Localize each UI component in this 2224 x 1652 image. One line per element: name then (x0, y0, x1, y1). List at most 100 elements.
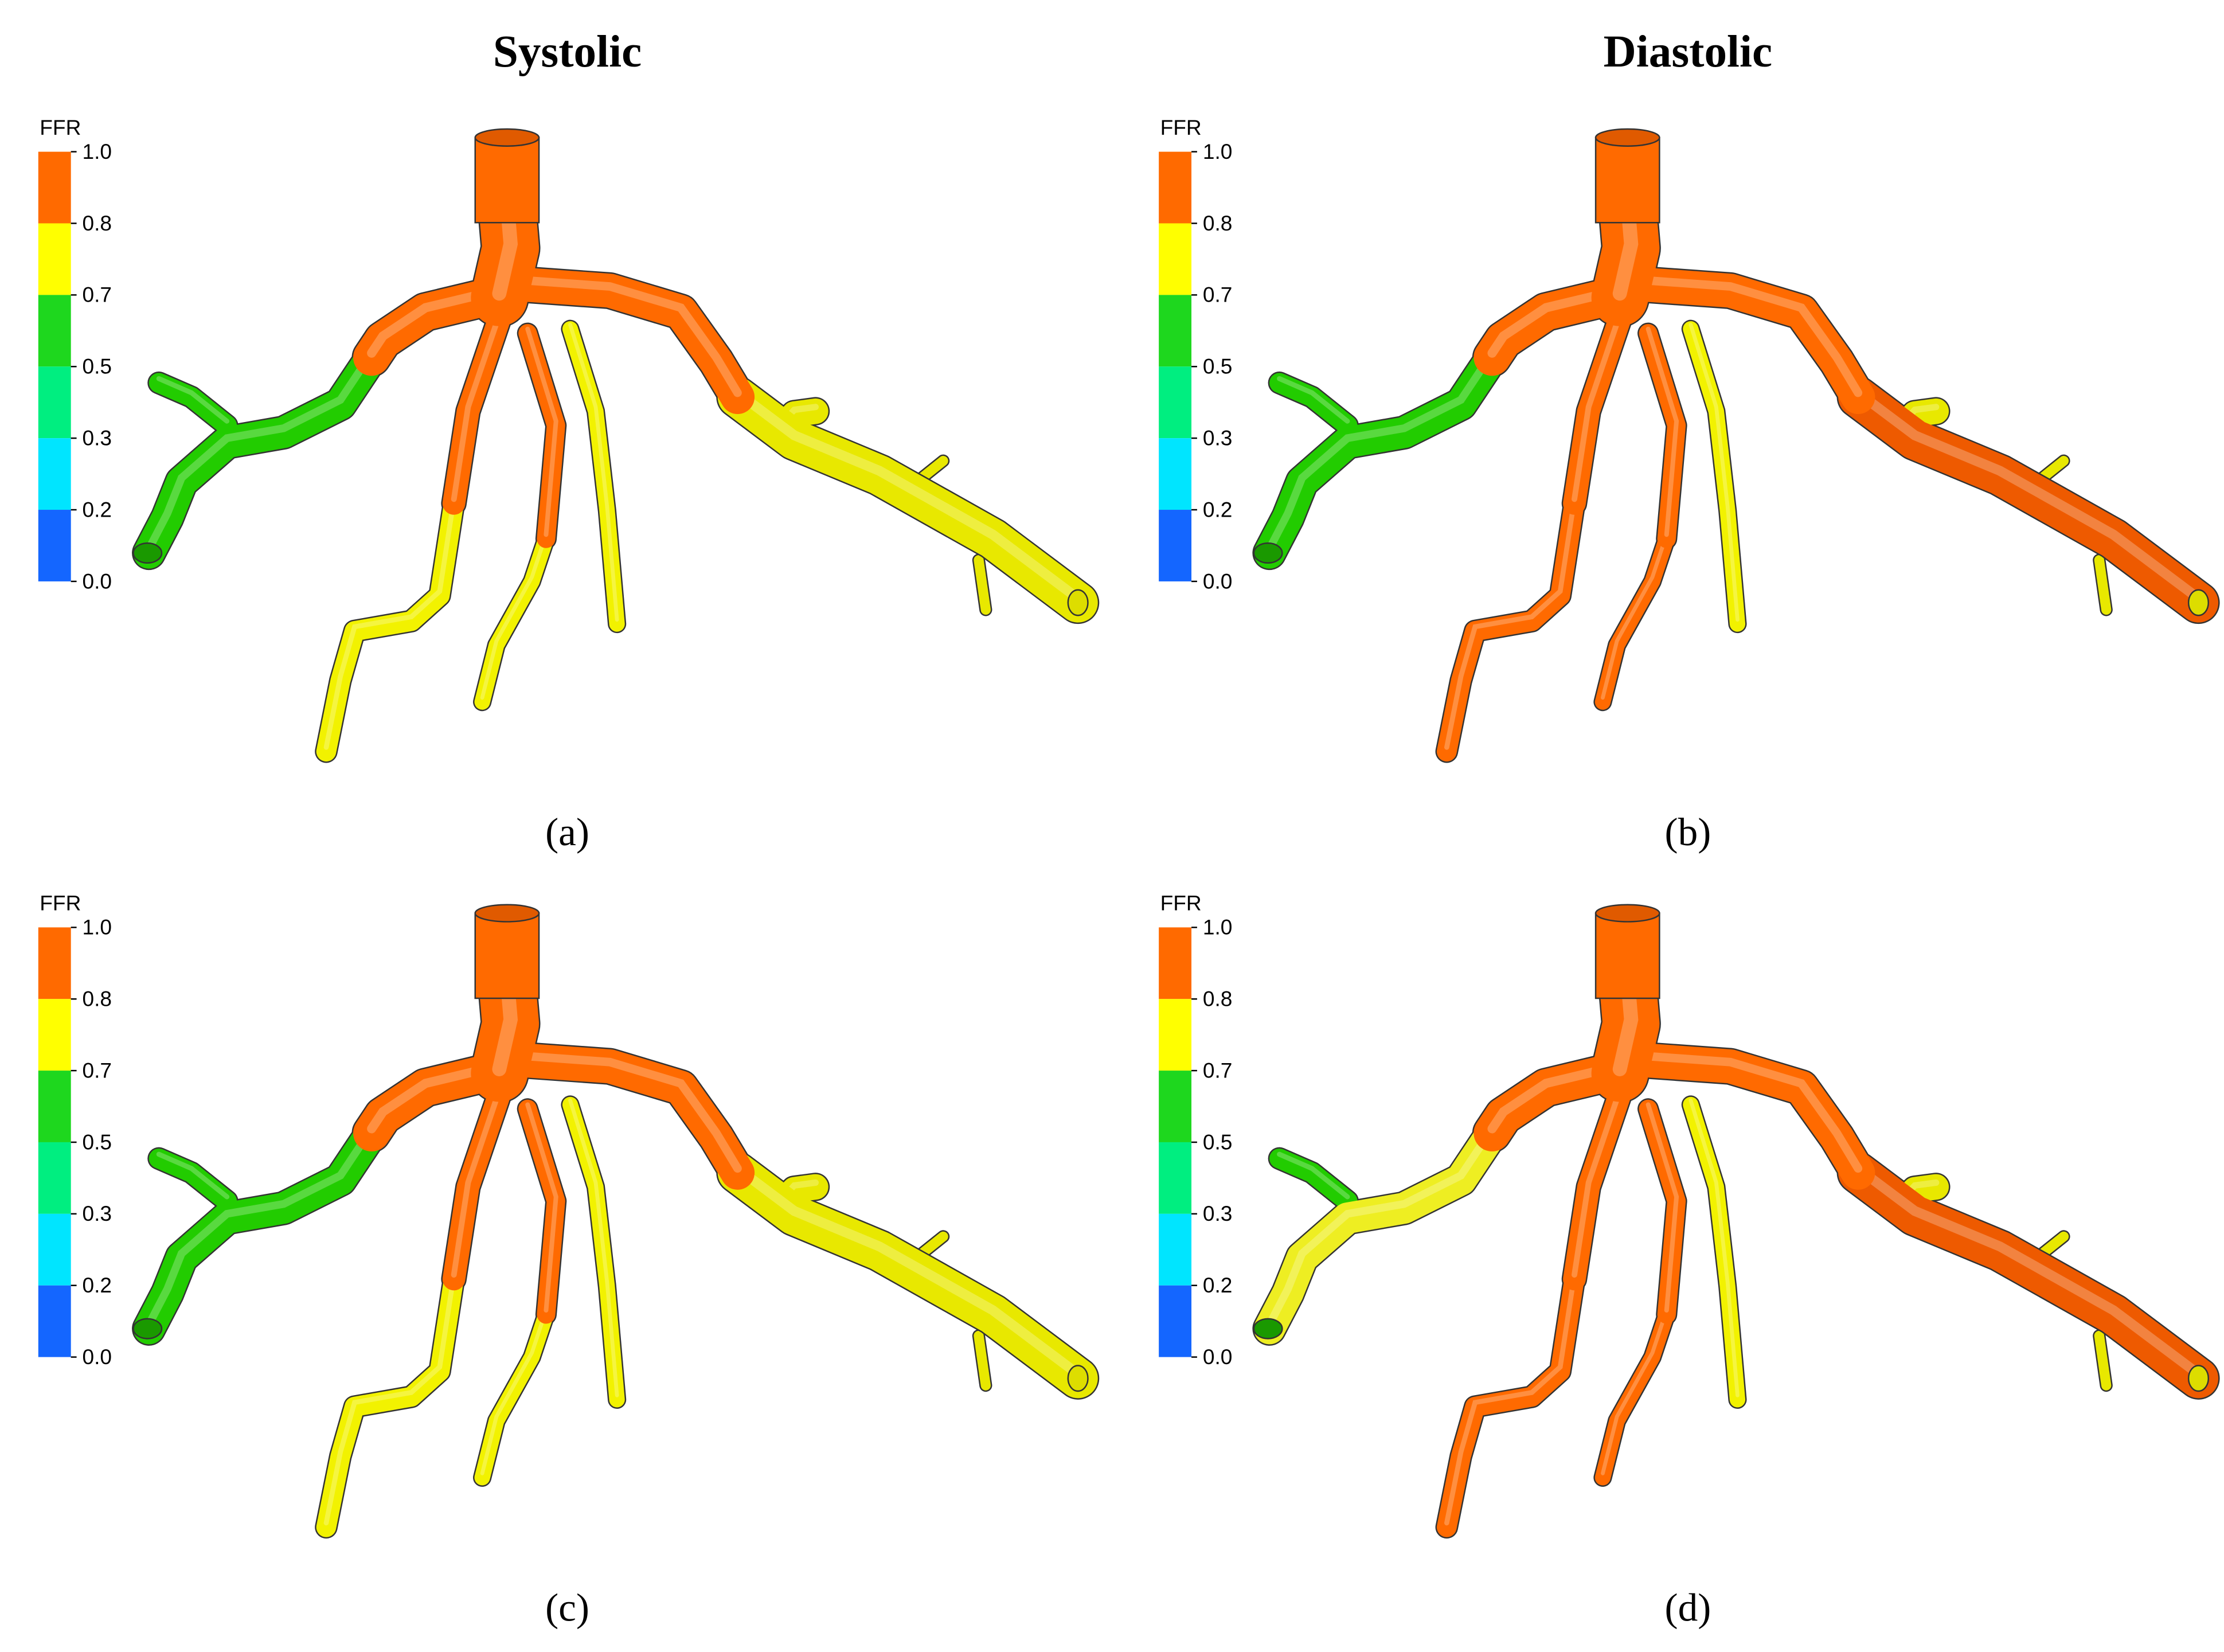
vessel-end (1067, 1365, 1089, 1392)
legend-tick-label: 0.3 (82, 1201, 112, 1225)
vessel-highlight (367, 1061, 501, 1134)
legend-band (1159, 223, 1192, 295)
legend-band (38, 927, 71, 999)
legend-tick-label: 0.8 (82, 211, 112, 235)
legend-tick-label: 0.8 (82, 987, 112, 1011)
vessel (1563, 307, 1631, 515)
aorta-opening (474, 128, 540, 147)
aorta (474, 912, 540, 999)
legend-band (1159, 927, 1192, 999)
vessel-highlight (1265, 1124, 1496, 1329)
legend-tick-label: 0.2 (1203, 1273, 1233, 1297)
vessel-highlight (144, 1124, 376, 1329)
vessel (1473, 1052, 1636, 1152)
vessel-highlight (323, 1272, 456, 1526)
legend-tick-label: 0.2 (82, 1273, 112, 1297)
legend-band (38, 151, 71, 224)
vessel (316, 493, 464, 761)
column-title: Diastolic (1604, 26, 1773, 77)
legend-tick-label: 0.0 (82, 569, 112, 593)
vessel-highlight (732, 1163, 1083, 1379)
vessel-highlight (480, 532, 548, 700)
vessel (1594, 531, 1675, 710)
legend-band (38, 1285, 71, 1357)
legend-band (1159, 151, 1192, 224)
vessel (1614, 1042, 1875, 1190)
aorta-opening (1594, 128, 1660, 147)
legend-band (38, 1071, 71, 1142)
legend-tick-label: 0.7 (1203, 283, 1233, 307)
vessel (442, 307, 511, 515)
legend-band (38, 223, 71, 295)
legend-tick-label: 0.5 (82, 354, 112, 378)
vessel-highlight (1277, 1151, 1350, 1200)
vessel-highlight (1627, 275, 1863, 397)
legend-band (38, 366, 71, 439)
panel-label: (a) (545, 810, 589, 854)
vessel (1269, 1149, 1358, 1211)
legend-tick-label: 0.2 (1203, 497, 1233, 521)
legend-tick-label: 0.3 (1203, 1201, 1233, 1225)
legend-tick-label: 0.8 (1203, 987, 1233, 1011)
vessel-highlight (1265, 349, 1496, 553)
legend-title: FFR (1160, 115, 1202, 139)
legend-tick-label: 1.0 (1203, 139, 1233, 163)
legend-band (1159, 295, 1192, 367)
vessel-end (2187, 589, 2210, 616)
vessel (1473, 276, 1636, 376)
vessel (474, 1306, 554, 1486)
vessel (493, 266, 755, 415)
vessel-highlight (1601, 532, 1669, 700)
vessel (518, 1099, 565, 1324)
vessel-highlight (1627, 1050, 1863, 1173)
legend-band (38, 295, 71, 367)
legend-tick-label: 1.0 (1203, 915, 1233, 939)
vessel-end (1253, 542, 1283, 564)
vessel (493, 1042, 755, 1190)
legend-band (1159, 1285, 1192, 1357)
legend-band (1159, 1213, 1192, 1286)
vessel-end (132, 1318, 163, 1339)
legend-title: FFR (40, 891, 81, 915)
vessel (974, 555, 991, 615)
vessel-end (1067, 589, 1089, 616)
vessel (2094, 1330, 2112, 1391)
vessel (1639, 324, 1686, 548)
vessel-highlight (1444, 1272, 1577, 1526)
legend-tick-label: 0.2 (82, 497, 112, 521)
vessel-highlight (1645, 326, 1679, 537)
vessel-highlight (156, 376, 230, 424)
vessel (133, 341, 388, 569)
legend-band (1159, 1142, 1192, 1214)
legend-tick-label: 0.0 (82, 1345, 112, 1369)
vessel (2094, 555, 2112, 615)
vessel (1838, 377, 2219, 623)
vessel-highlight (1853, 1163, 2204, 1379)
legend-title: FFR (1160, 891, 1202, 915)
legend-band (38, 438, 71, 510)
vessel (442, 1083, 511, 1291)
legend-tick-label: 1.0 (82, 915, 112, 939)
legend-band (1159, 1071, 1192, 1142)
vessel (474, 531, 554, 710)
legend-band (1159, 438, 1192, 510)
vessel (1614, 266, 1875, 415)
vessel (974, 1330, 991, 1391)
vessel (1269, 373, 1358, 436)
legend-tick-label: 0.3 (82, 426, 112, 450)
legend-band (1159, 999, 1192, 1071)
vessel (316, 1269, 464, 1537)
vessel-highlight (367, 286, 501, 358)
legend-tick-label: 0.7 (1203, 1058, 1233, 1082)
vessel-highlight (1277, 376, 1350, 424)
vessel-end (132, 542, 163, 564)
vessel-highlight (732, 388, 1083, 604)
vessel (1594, 1306, 1675, 1486)
vessel (353, 276, 515, 376)
vessel-highlight (1487, 286, 1622, 358)
vessel (133, 1117, 388, 1345)
legend-tick-label: 0.7 (82, 1058, 112, 1082)
legend-band (38, 999, 71, 1071)
